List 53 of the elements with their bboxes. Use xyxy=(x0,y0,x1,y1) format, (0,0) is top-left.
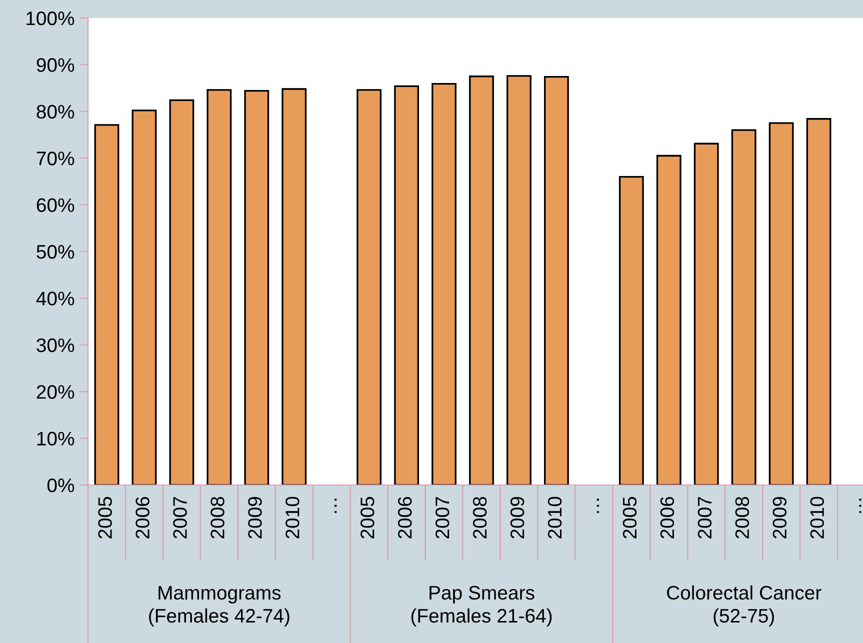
bar xyxy=(356,89,382,485)
text: Mammograms (Females 42-74) xyxy=(149,586,290,627)
bar xyxy=(544,76,569,485)
text: Pap Smears (Females 21-64) xyxy=(411,586,552,627)
bar xyxy=(394,85,419,485)
x-tick-label: … xyxy=(596,498,599,513)
x-tick-label: 2009 xyxy=(510,497,524,538)
x-tick-label: 2009 xyxy=(772,497,787,538)
y-tick-label: 0% xyxy=(47,478,74,492)
x-tick-label: 2009 xyxy=(248,497,262,538)
bar xyxy=(94,124,120,485)
x-tick-label: 2007 xyxy=(698,497,712,538)
bar xyxy=(469,76,494,485)
y-tick-label: 50% xyxy=(36,244,74,259)
x-tick-label: 2005 xyxy=(98,496,112,538)
y-tick-label: 10% xyxy=(37,432,74,446)
x-tick-label: 2008 xyxy=(210,496,224,538)
x-tick-label: … xyxy=(859,498,862,513)
bar xyxy=(731,129,756,485)
y-tick-label: 60% xyxy=(36,198,74,212)
x-tick-label: 2005 xyxy=(360,496,374,538)
y-tick-label: 40% xyxy=(36,292,74,306)
bar xyxy=(806,118,832,485)
x-tick-label: 2010 xyxy=(810,496,824,538)
bar xyxy=(506,75,532,485)
x-tick-label: 2007 xyxy=(435,497,450,538)
y-tick-label: 70% xyxy=(36,152,74,166)
bar xyxy=(244,90,270,485)
bar xyxy=(768,122,794,485)
x-tick-label: 2008 xyxy=(472,496,487,538)
x-tick-label: 2007 xyxy=(173,497,187,538)
x-tick-label: 2008 xyxy=(735,496,750,538)
y-tick-label: 20% xyxy=(36,385,74,399)
x-tick-label: 2010 xyxy=(286,496,300,538)
bar xyxy=(432,83,456,485)
y-tick-label: 100% xyxy=(26,11,74,26)
bar xyxy=(656,154,682,485)
bar xyxy=(132,110,157,485)
bar xyxy=(282,88,307,485)
x-tick-label: 2006 xyxy=(398,496,412,538)
x-tick-label: 2005 xyxy=(622,496,637,538)
bar xyxy=(694,142,719,485)
bar xyxy=(206,89,232,485)
y-tick-label: 80% xyxy=(36,104,74,119)
x-tick-label: … xyxy=(334,498,337,513)
bar xyxy=(169,99,194,485)
x-tick-label: 2006 xyxy=(136,496,150,538)
y-tick-label: 30% xyxy=(36,338,74,352)
bar xyxy=(618,176,644,485)
x-tick-label: 2010 xyxy=(548,496,562,538)
y-tick-label: 90% xyxy=(36,58,74,72)
text: Colorectal Cancer (52-75) xyxy=(667,585,822,627)
x-tick-label: 2006 xyxy=(660,496,674,538)
